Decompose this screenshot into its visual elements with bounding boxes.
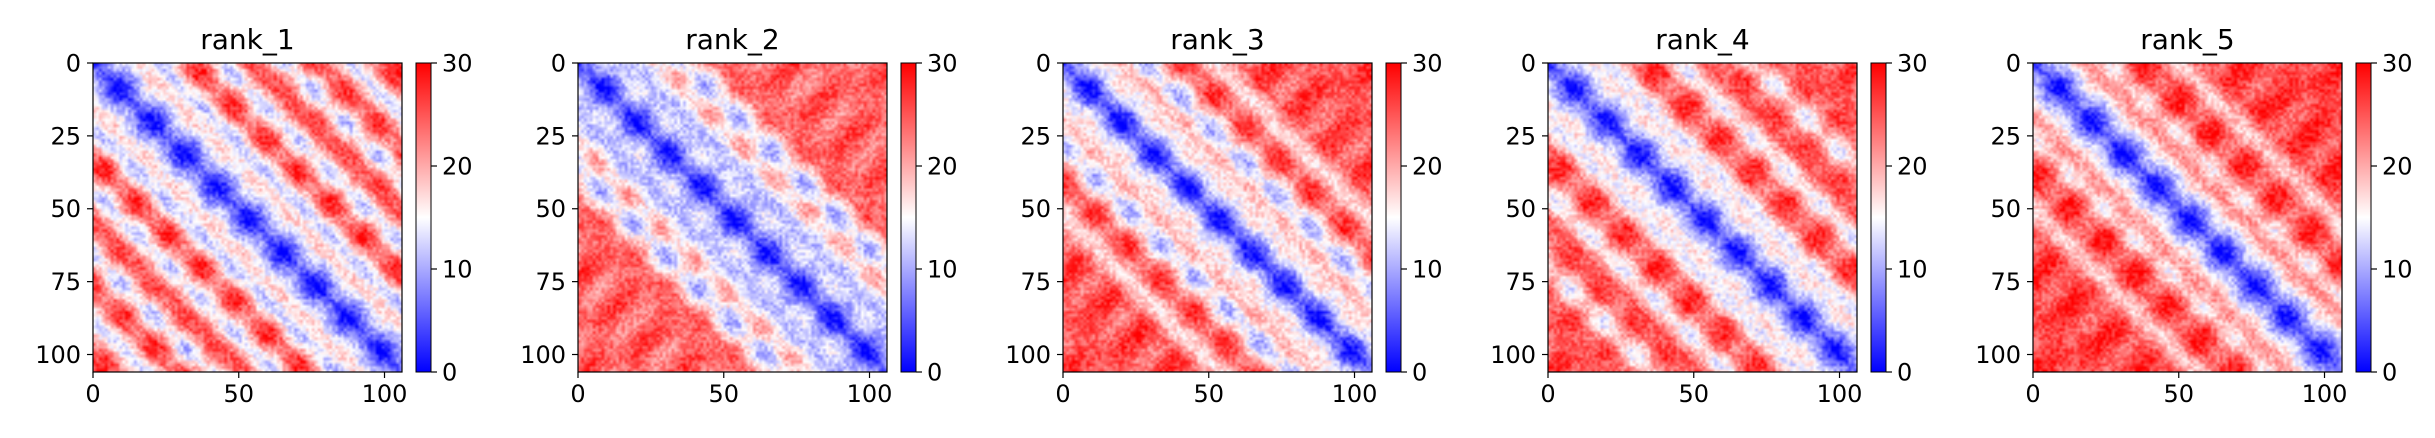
colorbar-tick-label: 20 (1897, 152, 1928, 180)
plot-frame (1547, 62, 1858, 373)
heatmap-image (1548, 63, 1857, 372)
y-tick-label: 25 (1020, 122, 1051, 150)
y-tick-label: 25 (1990, 122, 2021, 150)
y-tick-label: 100 (1005, 341, 1051, 369)
colorbar-tick-label: 20 (2382, 152, 2413, 180)
colorbar-tick-label: 10 (442, 255, 473, 283)
x-tick-label: 0 (570, 380, 585, 408)
heatmap-image (93, 63, 402, 372)
x-tick-label: 100 (847, 380, 893, 408)
colorbar-tick-label: 10 (1897, 255, 1928, 283)
chart-title: rank_3 (1170, 23, 1264, 56)
colorbar-tick-label: 0 (2382, 358, 2397, 386)
y-tick-label: 75 (1020, 268, 1051, 296)
plot-frame (1062, 62, 1373, 373)
colorbar-tick-label: 10 (1412, 255, 1443, 283)
y-tick-label: 25 (50, 122, 81, 150)
y-tick-label: 0 (1521, 49, 1536, 77)
colorbar-tick-label: 10 (927, 255, 958, 283)
x-tick-label: 0 (1055, 380, 1070, 408)
plot-frame (2032, 62, 2343, 373)
y-tick-label: 75 (1505, 268, 1536, 296)
colorbar-tick-label: 30 (442, 49, 473, 77)
y-tick-label: 25 (1505, 122, 1536, 150)
y-tick-label: 0 (2006, 49, 2021, 77)
colorbar (1870, 62, 1887, 373)
x-tick-label: 0 (1540, 380, 1555, 408)
y-tick-label: 75 (50, 268, 81, 296)
colorbar (415, 62, 432, 373)
x-tick-label: 50 (223, 380, 254, 408)
chart-title: rank_1 (200, 23, 294, 56)
x-tick-label: 0 (85, 380, 100, 408)
y-tick-label: 50 (535, 195, 566, 223)
colorbar (1385, 62, 1402, 373)
colorbar-tick-label: 20 (1412, 152, 1443, 180)
chart-title: rank_2 (685, 23, 779, 56)
colorbar-tick-label: 20 (442, 152, 473, 180)
y-tick-label: 0 (66, 49, 81, 77)
colorbar-tick-label: 30 (1412, 49, 1443, 77)
x-tick-label: 0 (2025, 380, 2040, 408)
y-tick-label: 50 (50, 195, 81, 223)
y-tick-label: 50 (1020, 195, 1051, 223)
y-tick-label: 50 (1990, 195, 2021, 223)
y-tick-label: 0 (551, 49, 566, 77)
y-tick-label: 100 (520, 341, 566, 369)
y-tick-label: 75 (535, 268, 566, 296)
colorbar-tick-label: 30 (927, 49, 958, 77)
x-tick-label: 50 (708, 380, 739, 408)
x-tick-label: 100 (362, 380, 408, 408)
y-tick-label: 25 (535, 122, 566, 150)
chart-title: rank_4 (1655, 23, 1749, 56)
y-tick-label: 75 (1990, 268, 2021, 296)
chart-title: rank_5 (2140, 23, 2234, 56)
x-tick-label: 50 (1193, 380, 1224, 408)
colorbar-tick-label: 30 (1897, 49, 1928, 77)
x-tick-label: 100 (1332, 380, 1378, 408)
y-tick-label: 100 (1490, 341, 1536, 369)
x-tick-label: 50 (2163, 380, 2194, 408)
colorbar-tick-label: 0 (927, 358, 942, 386)
heatmap-image (2033, 63, 2342, 372)
heatmap-image (578, 63, 887, 372)
y-tick-label: 50 (1505, 195, 1536, 223)
x-tick-label: 50 (1678, 380, 1709, 408)
colorbar-tick-label: 0 (1412, 358, 1427, 386)
x-tick-label: 100 (1817, 380, 1863, 408)
heatmap-image (1063, 63, 1372, 372)
colorbar (900, 62, 917, 373)
colorbar-tick-label: 0 (1897, 358, 1912, 386)
y-tick-label: 0 (1036, 49, 1051, 77)
y-tick-label: 100 (1975, 341, 2021, 369)
colorbar-tick-label: 0 (442, 358, 457, 386)
y-tick-label: 100 (35, 341, 81, 369)
colorbar (2355, 62, 2372, 373)
x-tick-label: 100 (2302, 380, 2348, 408)
plot-frame (577, 62, 888, 373)
colorbar-tick-label: 30 (2382, 49, 2413, 77)
colorbar-tick-label: 10 (2382, 255, 2413, 283)
colorbar-tick-label: 20 (927, 152, 958, 180)
plot-frame (92, 62, 403, 373)
